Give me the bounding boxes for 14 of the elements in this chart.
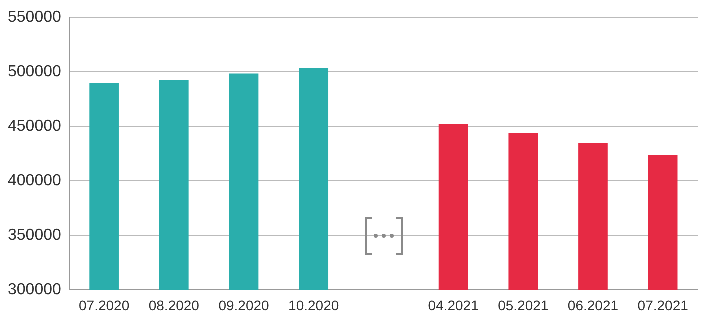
y-tick-label: 350000	[8, 227, 62, 244]
x-tick-label: 04.2021	[428, 297, 480, 314]
y-tick-label: 500000	[8, 64, 62, 81]
x-tick-label: 07.2021	[638, 297, 689, 314]
y-tick-label: 400000	[8, 172, 62, 190]
x-tick-label: 07.2020	[79, 297, 130, 314]
x-tick-label: 08.2020	[148, 297, 200, 314]
x-tick-label: 05.2021	[498, 297, 549, 314]
x-tick-label: 10.2020	[288, 297, 340, 314]
x-tick-label: 09.2020	[218, 297, 270, 314]
x-tick-label: 06.2021	[568, 297, 619, 314]
y-tick-label: 450000	[8, 118, 62, 136]
y-tick-label: 300000	[8, 282, 62, 299]
y-tick-label: 550000	[8, 9, 62, 26]
